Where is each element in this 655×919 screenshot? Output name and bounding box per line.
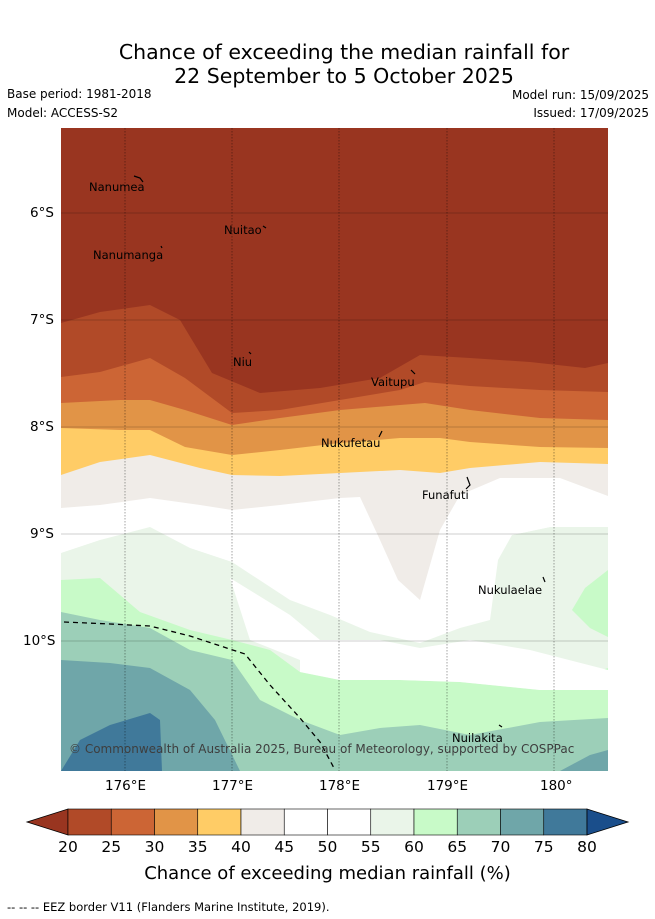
colorbar-label: 50 <box>317 838 338 856</box>
label-nuilakita: Nuilakita <box>452 731 503 745</box>
lon-tick: 177°E <box>212 778 254 794</box>
rainfall-contours <box>61 128 608 771</box>
label-funafuti: Funafuti <box>422 488 469 502</box>
label-vaitupu: Vaitupu <box>371 375 415 389</box>
contour-white-band <box>230 578 608 690</box>
colorbar-label: 35 <box>187 838 208 856</box>
lon-tick: 178°E <box>319 778 361 794</box>
colorbar-swatch <box>154 808 199 836</box>
colorbar-label: 60 <box>404 838 424 856</box>
base-period: Base period: 1981-2018 <box>7 87 152 101</box>
colorbar-label: 45 <box>274 838 295 856</box>
issued-date: Issued: 17/09/2025 <box>533 106 649 120</box>
colorbar-swatch <box>543 808 588 836</box>
colorbar-label: 65 <box>447 838 468 856</box>
colorbar-label: 40 <box>231 838 251 856</box>
eez-legend-note: -- -- -- EEZ border V11 (Flanders Marine… <box>7 900 330 914</box>
colorbar-swatch <box>456 808 501 836</box>
colorbar-arrow-low <box>25 808 69 836</box>
label-nuitao: Nuitao <box>224 223 262 237</box>
colorbar-swatch <box>413 808 458 836</box>
contour-75-80 <box>61 713 162 771</box>
contour-70-75-se <box>560 750 608 771</box>
lat-tick: 9°S <box>30 526 54 542</box>
gridlines <box>61 128 608 771</box>
lat-tick: 6°S <box>30 205 54 221</box>
lat-tick: 10°S <box>23 633 56 649</box>
colorbar-label: 75 <box>533 838 554 856</box>
colorbar-label: 30 <box>144 838 165 856</box>
map-title-line1: Chance of exceeding the median rainfall … <box>118 40 570 64</box>
label-niu: Niu <box>233 355 253 369</box>
colorbar-arrow-high <box>586 808 630 836</box>
island-shapes <box>133 175 546 728</box>
copyright-notice: © Commonwealth of Australia 2025, Bureau… <box>69 742 575 756</box>
eez-border-line <box>63 621 335 769</box>
label-nukufetau: Nukufetau <box>321 436 381 450</box>
colorbar-swatch <box>197 808 242 836</box>
colorbar-swatch <box>327 808 372 836</box>
lon-tick: 179°E <box>427 778 469 794</box>
colorbar-swatch <box>370 808 415 836</box>
colorbar-label: 70 <box>490 838 511 856</box>
label-nanumea: Nanumea <box>89 180 145 194</box>
model-name: Model: ACCESS-S2 <box>7 106 119 120</box>
colorbar-title: Chance of exceeding median rainfall (%) <box>144 863 511 884</box>
colorbar-label: 80 <box>577 838 597 856</box>
lon-tick: 180° <box>540 778 573 794</box>
lon-tick: 176°E <box>105 778 147 794</box>
map-title-line2: 22 September to 5 October 2025 <box>174 64 514 88</box>
lat-tick: 8°S <box>30 419 54 435</box>
lat-tick: 7°S <box>30 312 54 328</box>
colorbar-swatch <box>110 808 155 836</box>
colorbar-swatch <box>67 808 112 836</box>
contour-60-65-east <box>572 570 608 637</box>
colorbar-swatch <box>240 808 285 836</box>
model-run: Model run: 15/09/2025 <box>511 88 649 102</box>
label-nukulaelae: Nukulaelae <box>478 583 543 597</box>
colorbar-swatch <box>283 808 328 836</box>
colorbar-swatch <box>500 808 545 836</box>
colorbar-label: 25 <box>101 838 122 856</box>
colorbar <box>25 808 630 836</box>
label-nanumanga: Nanumanga <box>93 248 164 262</box>
contour-50-55-ne <box>478 492 608 535</box>
colorbar-swatches <box>25 808 630 836</box>
colorbar-label: 20 <box>58 838 78 856</box>
colorbar-label: 55 <box>360 838 381 856</box>
